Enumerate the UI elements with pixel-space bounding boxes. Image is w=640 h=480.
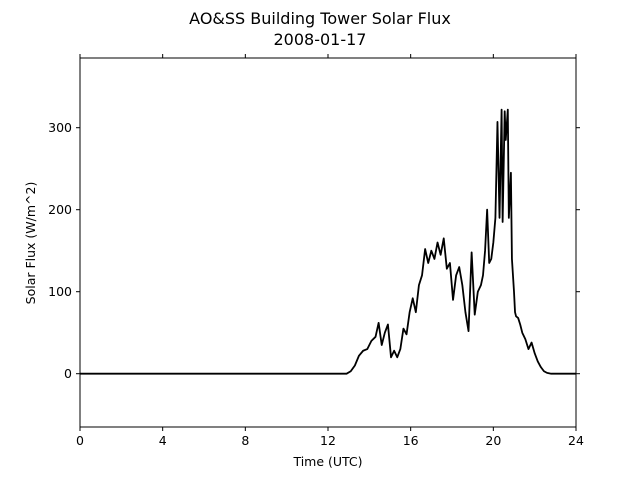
axis-ticks: 0 4 8 12 16 20 24 0 100 200 300 — [48, 54, 584, 448]
y-tick-label: 300 — [48, 120, 72, 135]
plot-area: 0 4 8 12 16 20 24 0 100 200 300 — [48, 54, 584, 448]
x-tick-label: 0 — [76, 433, 84, 448]
x-tick-label: 16 — [403, 433, 419, 448]
series-layer — [80, 108, 576, 375]
x-axis-label: Time (UTC) — [292, 454, 362, 469]
y-tick-label: 0 — [64, 366, 72, 381]
x-tick-label: 12 — [320, 433, 336, 448]
y-tick-label: 200 — [48, 202, 72, 217]
chart-subtitle: 2008-01-17 — [274, 30, 367, 49]
x-tick-label: 24 — [568, 433, 584, 448]
y-tick-label: 100 — [48, 284, 72, 299]
chart-title: AO&SS Building Tower Solar Flux — [189, 9, 451, 28]
x-tick-label: 8 — [241, 433, 249, 448]
x-tick-label: 20 — [485, 433, 501, 448]
y-axis-label: Solar Flux (W/m^2) — [23, 182, 38, 305]
plot-frame — [79, 57, 577, 428]
x-tick-label: 4 — [159, 433, 167, 448]
solar-flux-line — [80, 108, 576, 375]
